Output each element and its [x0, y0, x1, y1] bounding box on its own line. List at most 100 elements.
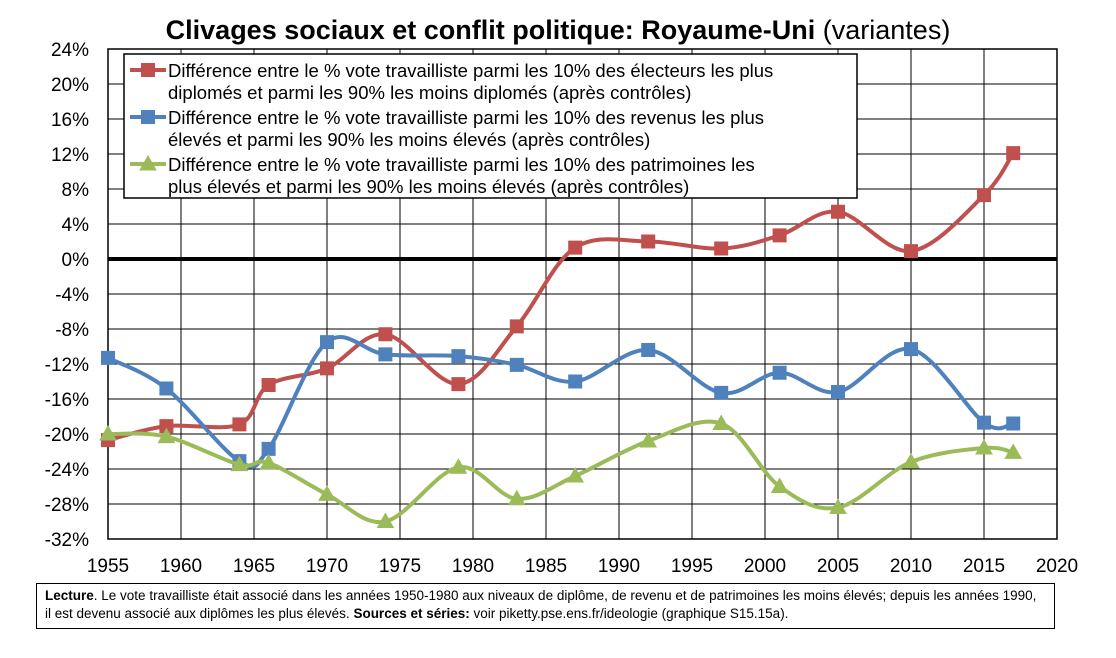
lecture-note: Lecture. Le vote travailliste était asso… [36, 583, 1055, 629]
y-tick-label: 20% [51, 75, 89, 96]
x-tick-label: 1960 [160, 556, 202, 577]
series-3 [99, 414, 1023, 528]
data-point [904, 244, 918, 259]
data-point [639, 431, 658, 448]
plot-frame [107, 48, 1058, 540]
data-point [259, 453, 278, 470]
data-point [641, 343, 656, 357]
x-tick-label: 1990 [598, 556, 640, 577]
legend-label: plus élevés et parmi les 90% les moins é… [168, 176, 689, 197]
data-point [566, 466, 585, 483]
legend-label: Différence entre le % vote travailliste … [168, 60, 773, 81]
x-tick-label: 1980 [452, 556, 494, 577]
data-point [831, 204, 845, 219]
data-point [714, 385, 729, 400]
x-tick-label: 2005 [817, 556, 859, 577]
data-point [977, 415, 991, 430]
data-point [376, 512, 395, 528]
data-point [641, 234, 656, 249]
x-tick-label: 1985 [525, 556, 567, 577]
chart-title-main: Clivages sociaux et conflit politique: R… [165, 15, 816, 45]
data-point [772, 365, 787, 380]
data-point [1006, 416, 1021, 431]
lecture-label: Lecture [45, 588, 94, 603]
y-tick-label: 12% [51, 145, 89, 166]
series-line [107, 419, 1014, 525]
data-point [770, 477, 789, 493]
data-point [568, 374, 583, 389]
x-tick-label: 2015 [963, 556, 1005, 577]
sources-label: Sources et séries: [353, 606, 470, 621]
y-tick-label: 4% [62, 215, 90, 236]
y-tick-label: -28% [45, 495, 89, 516]
legend-swatch-marker [139, 154, 157, 171]
y-tick-label: -12% [45, 355, 89, 376]
data-point [831, 385, 845, 399]
legend: Différence entre le % vote travailliste … [123, 53, 858, 199]
series-1 [101, 146, 1021, 448]
y-tick-label: -20% [45, 425, 89, 446]
y-tick-label: -24% [45, 460, 89, 481]
series-line [107, 335, 1014, 469]
y-tick-label: 0% [62, 250, 90, 271]
y-tick-label: 8% [62, 180, 90, 201]
legend-swatch-marker [141, 110, 155, 124]
data-point [449, 458, 468, 474]
legend-label: élevés et parmi les 90% les moins élevés… [168, 129, 650, 150]
legend-label: diplomés et parmi les 90% les moins dipl… [168, 82, 691, 103]
data-point [261, 441, 276, 456]
data-point [230, 455, 249, 472]
series-2 [101, 335, 1021, 469]
x-tick-label: 2010 [890, 556, 932, 577]
x-tick-label: 1955 [87, 556, 129, 577]
data-point [568, 240, 583, 255]
x-tick-label: 1970 [306, 556, 348, 577]
data-point [320, 361, 334, 376]
y-tick-label: -16% [45, 390, 89, 411]
data-point [714, 241, 729, 256]
y-tick-label: 16% [51, 110, 89, 131]
chart-title: Clivages sociaux et conflit politique: R… [0, 14, 1116, 46]
data-point [1004, 443, 1023, 459]
legend-label: Différence entre le % vote travailliste … [168, 154, 755, 175]
data-point [829, 498, 847, 514]
data-point [378, 327, 393, 342]
data-point [261, 378, 276, 392]
y-tick-label: 24% [51, 40, 89, 61]
data-point [159, 381, 174, 396]
legend-box [123, 53, 858, 199]
x-tick-label: 2000 [744, 556, 786, 577]
data-point [509, 319, 524, 334]
data-point [101, 350, 115, 365]
x-tick-label: 1965 [233, 556, 275, 577]
data-point [507, 489, 526, 506]
chart-title-sub: (variantes) [822, 15, 951, 45]
data-point [451, 349, 466, 364]
data-point [975, 438, 993, 455]
lecture-text: . Le vote travailliste était associé dan… [45, 588, 1037, 621]
legend-label: Différence entre le % vote travailliste … [168, 107, 764, 128]
x-tick-label: 1975 [379, 556, 421, 577]
y-tick-label: -32% [45, 530, 89, 551]
series-line [107, 151, 1015, 443]
data-point [509, 357, 524, 372]
y-tick-label: -8% [55, 320, 89, 341]
data-point [712, 414, 731, 430]
data-point [320, 335, 334, 350]
data-point [902, 452, 920, 469]
series-lines [99, 146, 1023, 528]
x-tick-label: 1995 [671, 556, 713, 577]
data-point [232, 417, 247, 432]
legend-swatch-marker [141, 63, 155, 77]
data-point [1006, 146, 1021, 161]
data-point [772, 228, 787, 243]
y-tick-label: -4% [55, 285, 89, 306]
data-point [977, 188, 991, 203]
data-point [451, 377, 466, 392]
data-point [318, 485, 336, 501]
sources-text: voir piketty.pse.ens.fr/ideologie (graph… [469, 606, 789, 621]
axes: 1955 1960 1965 1970 1975 1980 1985 1990 1995 2000… [45, 40, 1079, 577]
x-tick-label: 2020 [1036, 556, 1078, 577]
data-point [904, 342, 918, 357]
